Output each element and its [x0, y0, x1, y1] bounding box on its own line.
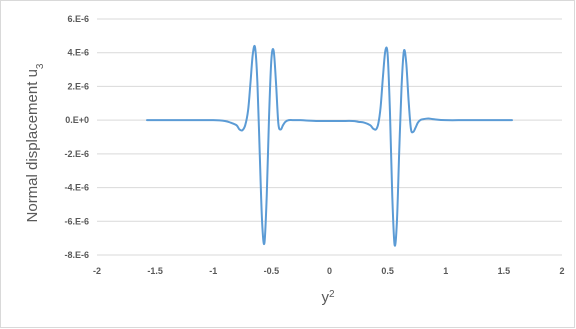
- x-axis-title-superscript: 2: [329, 289, 335, 300]
- y-axis-title-subscript: 3: [35, 63, 46, 69]
- y-tick-label: -6.E-6: [64, 216, 89, 226]
- y-tick-label: -8.E-6: [64, 250, 89, 260]
- x-tick-label: 0.5: [381, 266, 394, 276]
- x-tick-label: -2: [93, 266, 101, 276]
- x-tick-label: 0: [327, 266, 332, 276]
- y-tick-label: 4.E-6: [67, 48, 89, 58]
- x-tick-label: 1.5: [498, 266, 511, 276]
- series-line: [145, 44, 514, 247]
- gridlines: [97, 18, 562, 256]
- x-tick-label: -1: [209, 266, 217, 276]
- x-tick-labels: -2 -1.5 -1 -0.5 0 0.5 1 1.5 2: [93, 266, 565, 276]
- x-tick-label: 2: [559, 266, 564, 276]
- y-tick-label: 6.E-6: [67, 14, 89, 24]
- y-tick-label: 2.E-6: [67, 81, 89, 91]
- x-tick-label: -0.5: [264, 266, 280, 276]
- x-axis-title: y2: [321, 289, 335, 307]
- y-axis-title: Normal displacement u3: [24, 63, 46, 222]
- y-tick-label: -2.E-6: [64, 149, 89, 159]
- x-tick-label: -1.5: [147, 266, 163, 276]
- y-tick-label: -4.E-6: [64, 183, 89, 193]
- x-tick-label: 1: [443, 266, 448, 276]
- y-tick-labels: 6.E-6 4.E-6 2.E-6 0.E+0 -2.E-6 -4.E-6 -6.E-6 -8…: [64, 14, 89, 260]
- y-tick-label: 0.E+0: [65, 115, 89, 125]
